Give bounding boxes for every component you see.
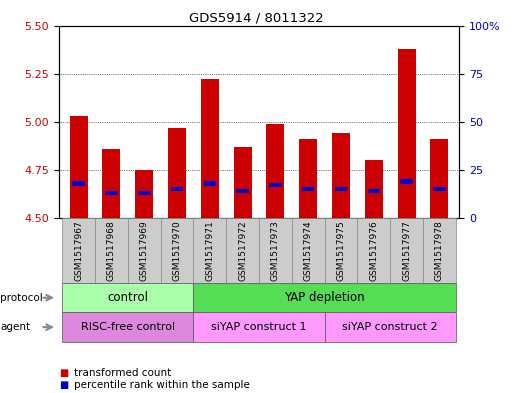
Text: protocol: protocol: [0, 293, 43, 303]
Bar: [72, 181, 85, 185]
Text: GSM1517969: GSM1517969: [140, 220, 149, 281]
Text: GSM1517967: GSM1517967: [74, 220, 83, 281]
Bar: [171, 187, 183, 191]
Text: transformed count: transformed count: [74, 368, 172, 378]
Text: GDS5914 / 8011322: GDS5914 / 8011322: [189, 12, 324, 25]
Bar: [335, 187, 347, 191]
Bar: [103, 149, 121, 218]
Text: GSM1517974: GSM1517974: [304, 220, 313, 281]
Bar: [401, 180, 413, 184]
Text: GSM1517970: GSM1517970: [172, 220, 182, 281]
Text: GSM1517978: GSM1517978: [435, 220, 444, 281]
Bar: [168, 128, 186, 218]
Bar: [365, 160, 383, 218]
Bar: [135, 170, 153, 218]
Text: GSM1517968: GSM1517968: [107, 220, 116, 281]
Text: GSM1517977: GSM1517977: [402, 220, 411, 281]
Bar: [201, 79, 219, 218]
Text: ■: ■: [59, 380, 68, 390]
Text: siYAP construct 1: siYAP construct 1: [211, 322, 307, 332]
Bar: [368, 189, 380, 193]
Bar: [398, 49, 416, 218]
Bar: [233, 147, 252, 218]
Bar: [430, 139, 448, 218]
Bar: [299, 139, 317, 218]
Text: GSM1517971: GSM1517971: [205, 220, 214, 281]
Text: YAP depletion: YAP depletion: [284, 291, 365, 304]
Text: agent: agent: [0, 322, 30, 332]
Text: GSM1517972: GSM1517972: [238, 220, 247, 281]
Bar: [105, 191, 117, 195]
Bar: [138, 191, 150, 195]
Bar: [236, 189, 249, 193]
Text: GSM1517976: GSM1517976: [369, 220, 379, 281]
Text: control: control: [107, 291, 148, 304]
Bar: [302, 187, 314, 191]
Bar: [204, 181, 216, 185]
Text: GSM1517973: GSM1517973: [271, 220, 280, 281]
Text: percentile rank within the sample: percentile rank within the sample: [74, 380, 250, 390]
Text: siYAP construct 2: siYAP construct 2: [343, 322, 438, 332]
Bar: [433, 187, 446, 191]
Text: GSM1517975: GSM1517975: [337, 220, 346, 281]
Bar: [269, 183, 282, 187]
Bar: [70, 116, 88, 218]
Text: ■: ■: [59, 368, 68, 378]
Bar: [332, 133, 350, 218]
Bar: [266, 124, 285, 218]
Text: RISC-free control: RISC-free control: [81, 322, 175, 332]
